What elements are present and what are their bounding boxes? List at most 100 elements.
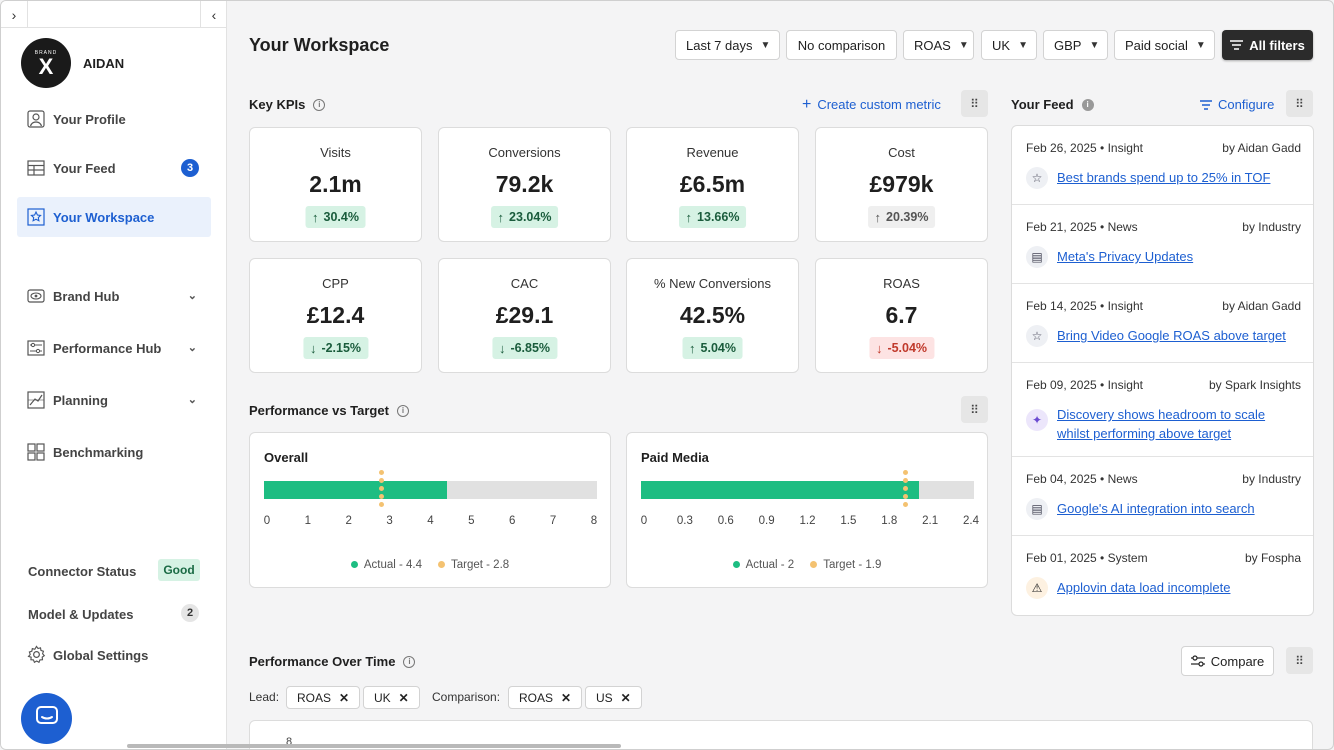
info-icon[interactable]: i xyxy=(403,655,416,668)
horizontal-scrollbar[interactable] xyxy=(127,744,621,748)
kpi-card[interactable]: ROAS 6.7 ↓ -5.04% xyxy=(815,258,988,373)
info-icon[interactable]: i xyxy=(1081,98,1094,111)
eye-icon xyxy=(27,287,45,305)
close-icon[interactable]: ✕ xyxy=(398,690,409,705)
close-icon[interactable]: ✕ xyxy=(620,690,631,705)
chat-icon xyxy=(35,705,59,732)
x-axis-tick: 6 xyxy=(509,515,516,527)
legend-label: Target - 1.9 xyxy=(823,559,882,571)
kpi-change-badge: ↑ 20.39% xyxy=(867,206,936,228)
currency-filter[interactable]: GBP ▼ xyxy=(1043,30,1108,60)
target-bar-track xyxy=(264,481,597,499)
filter-label: No comparison xyxy=(797,37,886,53)
actual-bar xyxy=(641,481,919,499)
kpi-card[interactable]: CAC £29.1 ↓ -6.85% xyxy=(438,258,611,373)
filter-label: UK xyxy=(992,37,1011,53)
kpi-card[interactable]: Cost £979k ↑ 20.39% xyxy=(815,127,988,242)
feed-item-link[interactable]: Bring Video Google ROAS above target xyxy=(1057,328,1286,343)
kpi-label: % New Conversions xyxy=(653,276,772,291)
collapse-chevron-icon[interactable]: ‹ xyxy=(200,1,227,28)
drag-handle-icon[interactable]: ⠿ xyxy=(961,90,988,117)
star-icon: ☆ xyxy=(1026,167,1048,189)
chat-launcher-button[interactable] xyxy=(21,693,72,744)
model-updates-label[interactable]: Model & Updates xyxy=(28,607,134,622)
channel-filter[interactable]: Paid social ▼ xyxy=(1114,30,1215,60)
comparison-chip-us[interactable]: US ✕ xyxy=(585,686,642,709)
kpi-label: Visits xyxy=(320,145,351,160)
metric-filter[interactable]: ROAS ▼ xyxy=(903,30,974,60)
sidebar-item-brand-hub[interactable]: Brand Hub ⌄ xyxy=(17,276,211,316)
feed-item-link[interactable]: Best brands spend up to 25% in TOF xyxy=(1057,170,1271,185)
news-icon: ▤ xyxy=(1026,498,1048,520)
drag-handle-icon[interactable]: ⠿ xyxy=(961,396,988,423)
feed-item-link[interactable]: Google's AI integration into search xyxy=(1057,501,1255,516)
lead-chip-uk[interactable]: UK ✕ xyxy=(363,686,420,709)
kpi-change-value: 13.66% xyxy=(697,210,740,224)
drag-handle-icon[interactable]: ⠿ xyxy=(1286,90,1313,117)
expand-chevron-icon[interactable]: › xyxy=(1,1,28,28)
date-range-filter[interactable]: Last 7 days ▼ xyxy=(675,30,780,60)
sidebar-item-your-profile[interactable]: Your Profile xyxy=(17,99,211,139)
create-custom-metric-button[interactable]: + Create custom metric xyxy=(802,97,941,113)
sliders-icon xyxy=(1190,655,1205,667)
x-axis-tick: 7 xyxy=(549,515,557,527)
kpi-change-badge: ↑ 5.04% xyxy=(682,337,743,359)
feed-item-link[interactable]: Applovin data load incomplete xyxy=(1057,580,1231,595)
kpi-card[interactable]: Conversions 79.2k ↑ 23.04% xyxy=(438,127,611,242)
sliders-icon xyxy=(27,339,45,357)
legend-target: Target - 2.8 xyxy=(438,559,509,571)
feed-item: Feb 14, 2025 • Insight by Aidan Gadd ☆ Brin… xyxy=(1012,284,1313,363)
lead-chip-roas[interactable]: ROAS ✕ xyxy=(286,686,361,709)
kpi-card[interactable]: Revenue £6.5m ↑ 13.66% xyxy=(626,127,799,242)
feed-item-link[interactable]: Meta's Privacy Updates xyxy=(1057,249,1194,264)
drag-handle-icon[interactable]: ⠿ xyxy=(1286,647,1313,674)
gear-icon[interactable] xyxy=(27,645,46,669)
region-filter[interactable]: UK ▼ xyxy=(981,30,1037,60)
sidebar-item-your-feed[interactable]: Your Feed 3 xyxy=(17,148,211,188)
feed-item-date: Feb 09, 2025 • Insight xyxy=(1026,378,1143,392)
kpi-value: 6.7 xyxy=(885,302,918,328)
feed-item-author: by Industry xyxy=(1242,220,1301,234)
target-panel: Overall 0 1 2 3 4 5 6 7 8 Actual - 4.4 Target - 2.8 xyxy=(249,432,611,588)
sidebar-item-label: Benchmarking xyxy=(53,444,144,460)
feed-item-link[interactable]: Discovery shows headroom to scale whilst… xyxy=(1057,407,1266,441)
info-icon[interactable]: i xyxy=(313,98,326,111)
legend: Actual - 4.4 Target - 2.8 xyxy=(250,559,610,571)
global-settings-label[interactable]: Global Settings xyxy=(53,648,149,663)
close-icon[interactable]: ✕ xyxy=(339,690,350,705)
connector-status-label[interactable]: Connector Status xyxy=(28,564,137,579)
sidebar-item-your-workspace[interactable]: Your Workspace xyxy=(17,197,211,237)
target-marker xyxy=(379,470,385,510)
legend-label: Actual - 4.4 xyxy=(363,559,422,571)
kpi-value: £979k xyxy=(869,171,934,197)
warning-icon: ⚠ xyxy=(1026,577,1048,599)
comparison-filter[interactable]: No comparison xyxy=(786,30,897,60)
panel-title: Overall xyxy=(264,450,309,465)
comparison-chip-roas[interactable]: ROAS ✕ xyxy=(508,686,583,709)
brand-logo[interactable]: BRAND X xyxy=(21,38,71,88)
kpi-value: 42.5% xyxy=(679,302,746,328)
info-icon[interactable]: i xyxy=(396,404,409,417)
feed-item-author: by Fospha xyxy=(1244,551,1301,565)
kpi-card[interactable]: % New Conversions 42.5% ↑ 5.04% xyxy=(626,258,799,373)
comparison-label: Comparison: xyxy=(432,690,501,704)
sidebar-item-benchmarking[interactable]: Benchmarking xyxy=(17,432,211,472)
sidebar-item-planning[interactable]: Planning ⌄ xyxy=(17,380,211,420)
legend: Actual - 2 Target - 1.9 xyxy=(627,559,987,571)
kpi-label: CPP xyxy=(322,276,349,291)
feed-item: Feb 04, 2025 • News by Industry ▤ Google's … xyxy=(1012,457,1313,536)
all-filters-button[interactable]: All filters xyxy=(1222,30,1313,60)
configure-feed-button[interactable]: Configure xyxy=(1200,97,1274,112)
sidebar-item-performance-hub[interactable]: Performance Hub ⌄ xyxy=(17,328,211,368)
feed-item: Feb 26, 2025 • Insight by Aidan Gadd ☆ Best… xyxy=(1012,126,1313,205)
x-axis-tick: 1.5 xyxy=(840,515,857,527)
compare-button[interactable]: Compare xyxy=(1181,646,1274,676)
chevron-down-icon: ⌄ xyxy=(187,290,197,302)
kpi-card[interactable]: Visits 2.1m ↑ 30.4% xyxy=(249,127,422,242)
filter-lines-icon xyxy=(1200,99,1212,110)
kpi-card[interactable]: CPP £12.4 ↓ -2.15% xyxy=(249,258,422,373)
close-icon[interactable]: ✕ xyxy=(561,690,572,705)
chip-label: ROAS xyxy=(519,690,554,705)
target-bar-track xyxy=(641,481,974,499)
